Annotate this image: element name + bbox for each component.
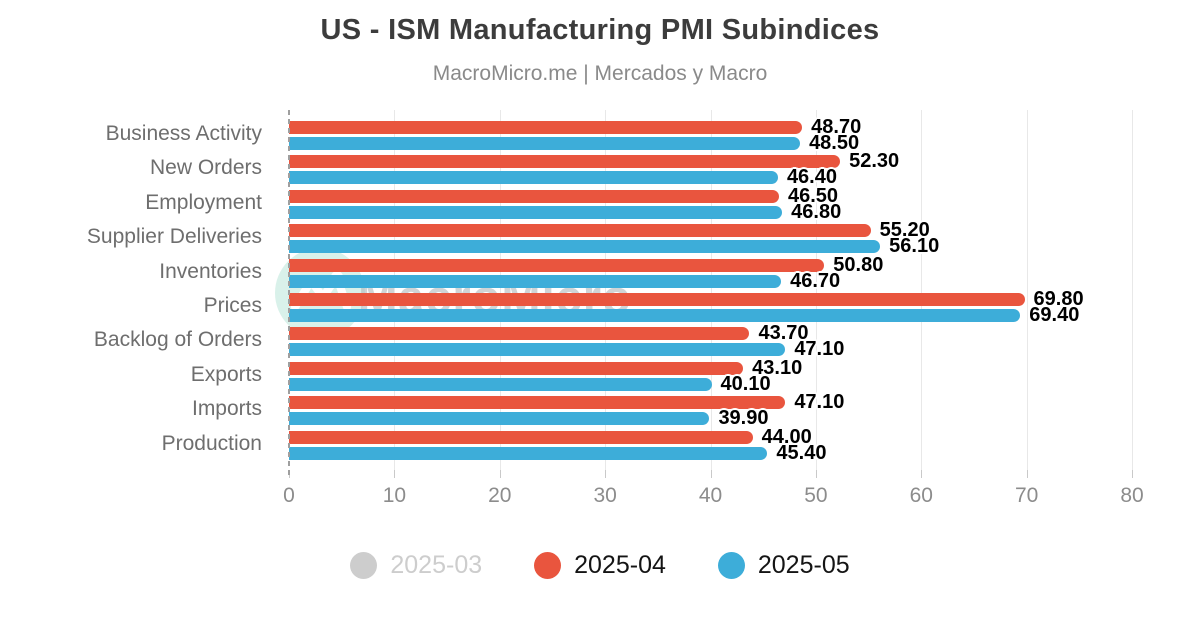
legend-item-2025-03[interactable]: 2025-03	[350, 551, 482, 580]
bar-2025-05-employment	[289, 205, 783, 219]
tick-mark-x-50	[815, 470, 817, 478]
value-label-2025-05-inventories: 46.70	[790, 269, 841, 292]
legend-dot-2025-03	[350, 552, 378, 579]
value-label-2025-05-exports: 40.10	[720, 372, 771, 395]
bar-2025-05-exports	[289, 377, 712, 391]
value-label-2025-04-business-activity: 48.70	[811, 116, 862, 138]
x-axis-tick-label: 0	[283, 484, 295, 507]
category-label-prices: Prices	[203, 294, 262, 317]
tick-mark-x-60	[921, 470, 923, 478]
x-axis-tick-label: 30	[593, 484, 617, 507]
value-label-2025-05-new-orders: 46.40	[786, 166, 837, 189]
tick-mark-x-70	[1026, 470, 1028, 478]
category-label-supplier-deliveries: Supplier Deliveries	[86, 225, 262, 249]
legend-dot-2025-05	[717, 552, 745, 579]
category-label-imports: Imports	[191, 397, 262, 421]
legend-item-2025-04[interactable]: 2025-04	[534, 551, 666, 580]
category-label-inventories: Inventories	[159, 259, 262, 283]
bar-2025-05-production	[289, 446, 768, 460]
value-label-2025-04-inventories: 50.80	[833, 253, 884, 276]
bar-2025-04-production	[289, 430, 753, 444]
tick-mark-x-40	[710, 470, 712, 478]
gridline-x-30	[605, 110, 607, 470]
bar-2025-05-prices	[289, 309, 1021, 322]
gridline-x-50	[815, 110, 817, 470]
gridline-x-40	[710, 110, 712, 470]
tick-mark-x-30	[605, 470, 607, 478]
x-axis-tick-label: 40	[698, 484, 723, 507]
bar-2025-04-new-orders	[289, 155, 841, 169]
legend-label: 2025-05	[757, 551, 850, 579]
value-label-2025-05-business-activity: 48.50	[809, 132, 860, 154]
y-axis-line	[288, 110, 290, 478]
legend-dot-2025-04	[534, 552, 562, 579]
bar-2025-05-imports	[289, 412, 710, 426]
legend-item-2025-05[interactable]: 2025-05	[717, 551, 850, 580]
chart-title: US - ISM Manufacturing PMI Subindices	[320, 14, 880, 46]
bar-2025-04-backlog-of-orders	[289, 327, 750, 341]
tick-mark-x-80	[1132, 470, 1133, 478]
value-label-2025-04-new-orders: 52.30	[849, 150, 900, 173]
category-label-employment: Employment	[145, 190, 262, 214]
bar-2025-04-employment	[289, 189, 779, 203]
bar-2025-04-inventories	[289, 258, 825, 272]
value-label-2025-05-prices: 69.40	[1029, 304, 1080, 326]
value-label-2025-05-supplier-deliveries: 56.10	[889, 235, 940, 258]
plot-area	[289, 110, 1133, 478]
value-label-2025-04-production: 44.00	[761, 425, 812, 448]
bar-2025-05-business-activity	[289, 137, 801, 150]
x-axis-tick-label: 20	[488, 484, 512, 507]
value-label-2025-04-exports: 43.10	[752, 356, 803, 379]
value-label-2025-04-imports: 47.10	[794, 391, 845, 414]
bar-2025-04-supplier-deliveries	[289, 224, 871, 238]
chart-subtitle: MacroMicro.me | Mercados y Macro	[432, 62, 768, 85]
bar-2025-04-exports	[289, 361, 744, 375]
value-label-2025-04-prices: 69.80	[1033, 288, 1084, 310]
legend-label: 2025-03	[390, 551, 483, 579]
value-label-2025-04-backlog-of-orders: 43.70	[758, 322, 809, 345]
bar-2025-04-imports	[289, 396, 786, 410]
bar-2025-05-supplier-deliveries	[289, 240, 881, 254]
legend-label: 2025-04	[574, 551, 666, 579]
bar-2025-05-inventories	[289, 274, 782, 288]
gridline-x-80	[1132, 110, 1133, 470]
value-label-2025-04-employment: 46.50	[787, 184, 839, 207]
bar-2025-05-backlog-of-orders	[289, 343, 786, 357]
x-axis-tick-label: 80	[1120, 484, 1144, 507]
bar-2025-05-new-orders	[289, 171, 778, 185]
x-axis-tick-label: 50	[804, 484, 828, 507]
value-label-2025-05-imports: 39.90	[718, 407, 769, 430]
x-axis-tick-label: 10	[382, 484, 407, 507]
tick-mark-x-20	[499, 470, 501, 478]
category-label-production: Production	[161, 431, 262, 455]
category-label-exports: Exports	[190, 362, 262, 386]
x-axis-tick-label: 60	[909, 484, 933, 507]
category-label-business-activity: Business Activity	[105, 122, 262, 145]
gridline-x-20	[499, 110, 501, 470]
tick-mark-x-10	[394, 470, 396, 478]
category-label-backlog-of-orders: Backlog of Orders	[93, 328, 262, 352]
gridline-x-60	[921, 110, 923, 470]
bar-2025-04-business-activity	[289, 121, 803, 134]
value-label-2025-05-employment: 46.80	[791, 200, 842, 223]
value-label-2025-04-supplier-deliveries: 55.20	[879, 219, 930, 242]
x-axis-tick-label: 70	[1014, 484, 1039, 507]
bar-2025-04-prices	[289, 293, 1025, 306]
value-label-2025-05-production: 45.40	[776, 441, 827, 464]
gridline-x-10	[394, 110, 396, 470]
legend: 2025-03 2025-04 2025-05	[0, 551, 1200, 580]
gridline-x-70	[1026, 110, 1028, 470]
category-label-new-orders: New Orders	[149, 156, 262, 180]
value-label-2025-05-backlog-of-orders: 47.10	[794, 338, 845, 361]
